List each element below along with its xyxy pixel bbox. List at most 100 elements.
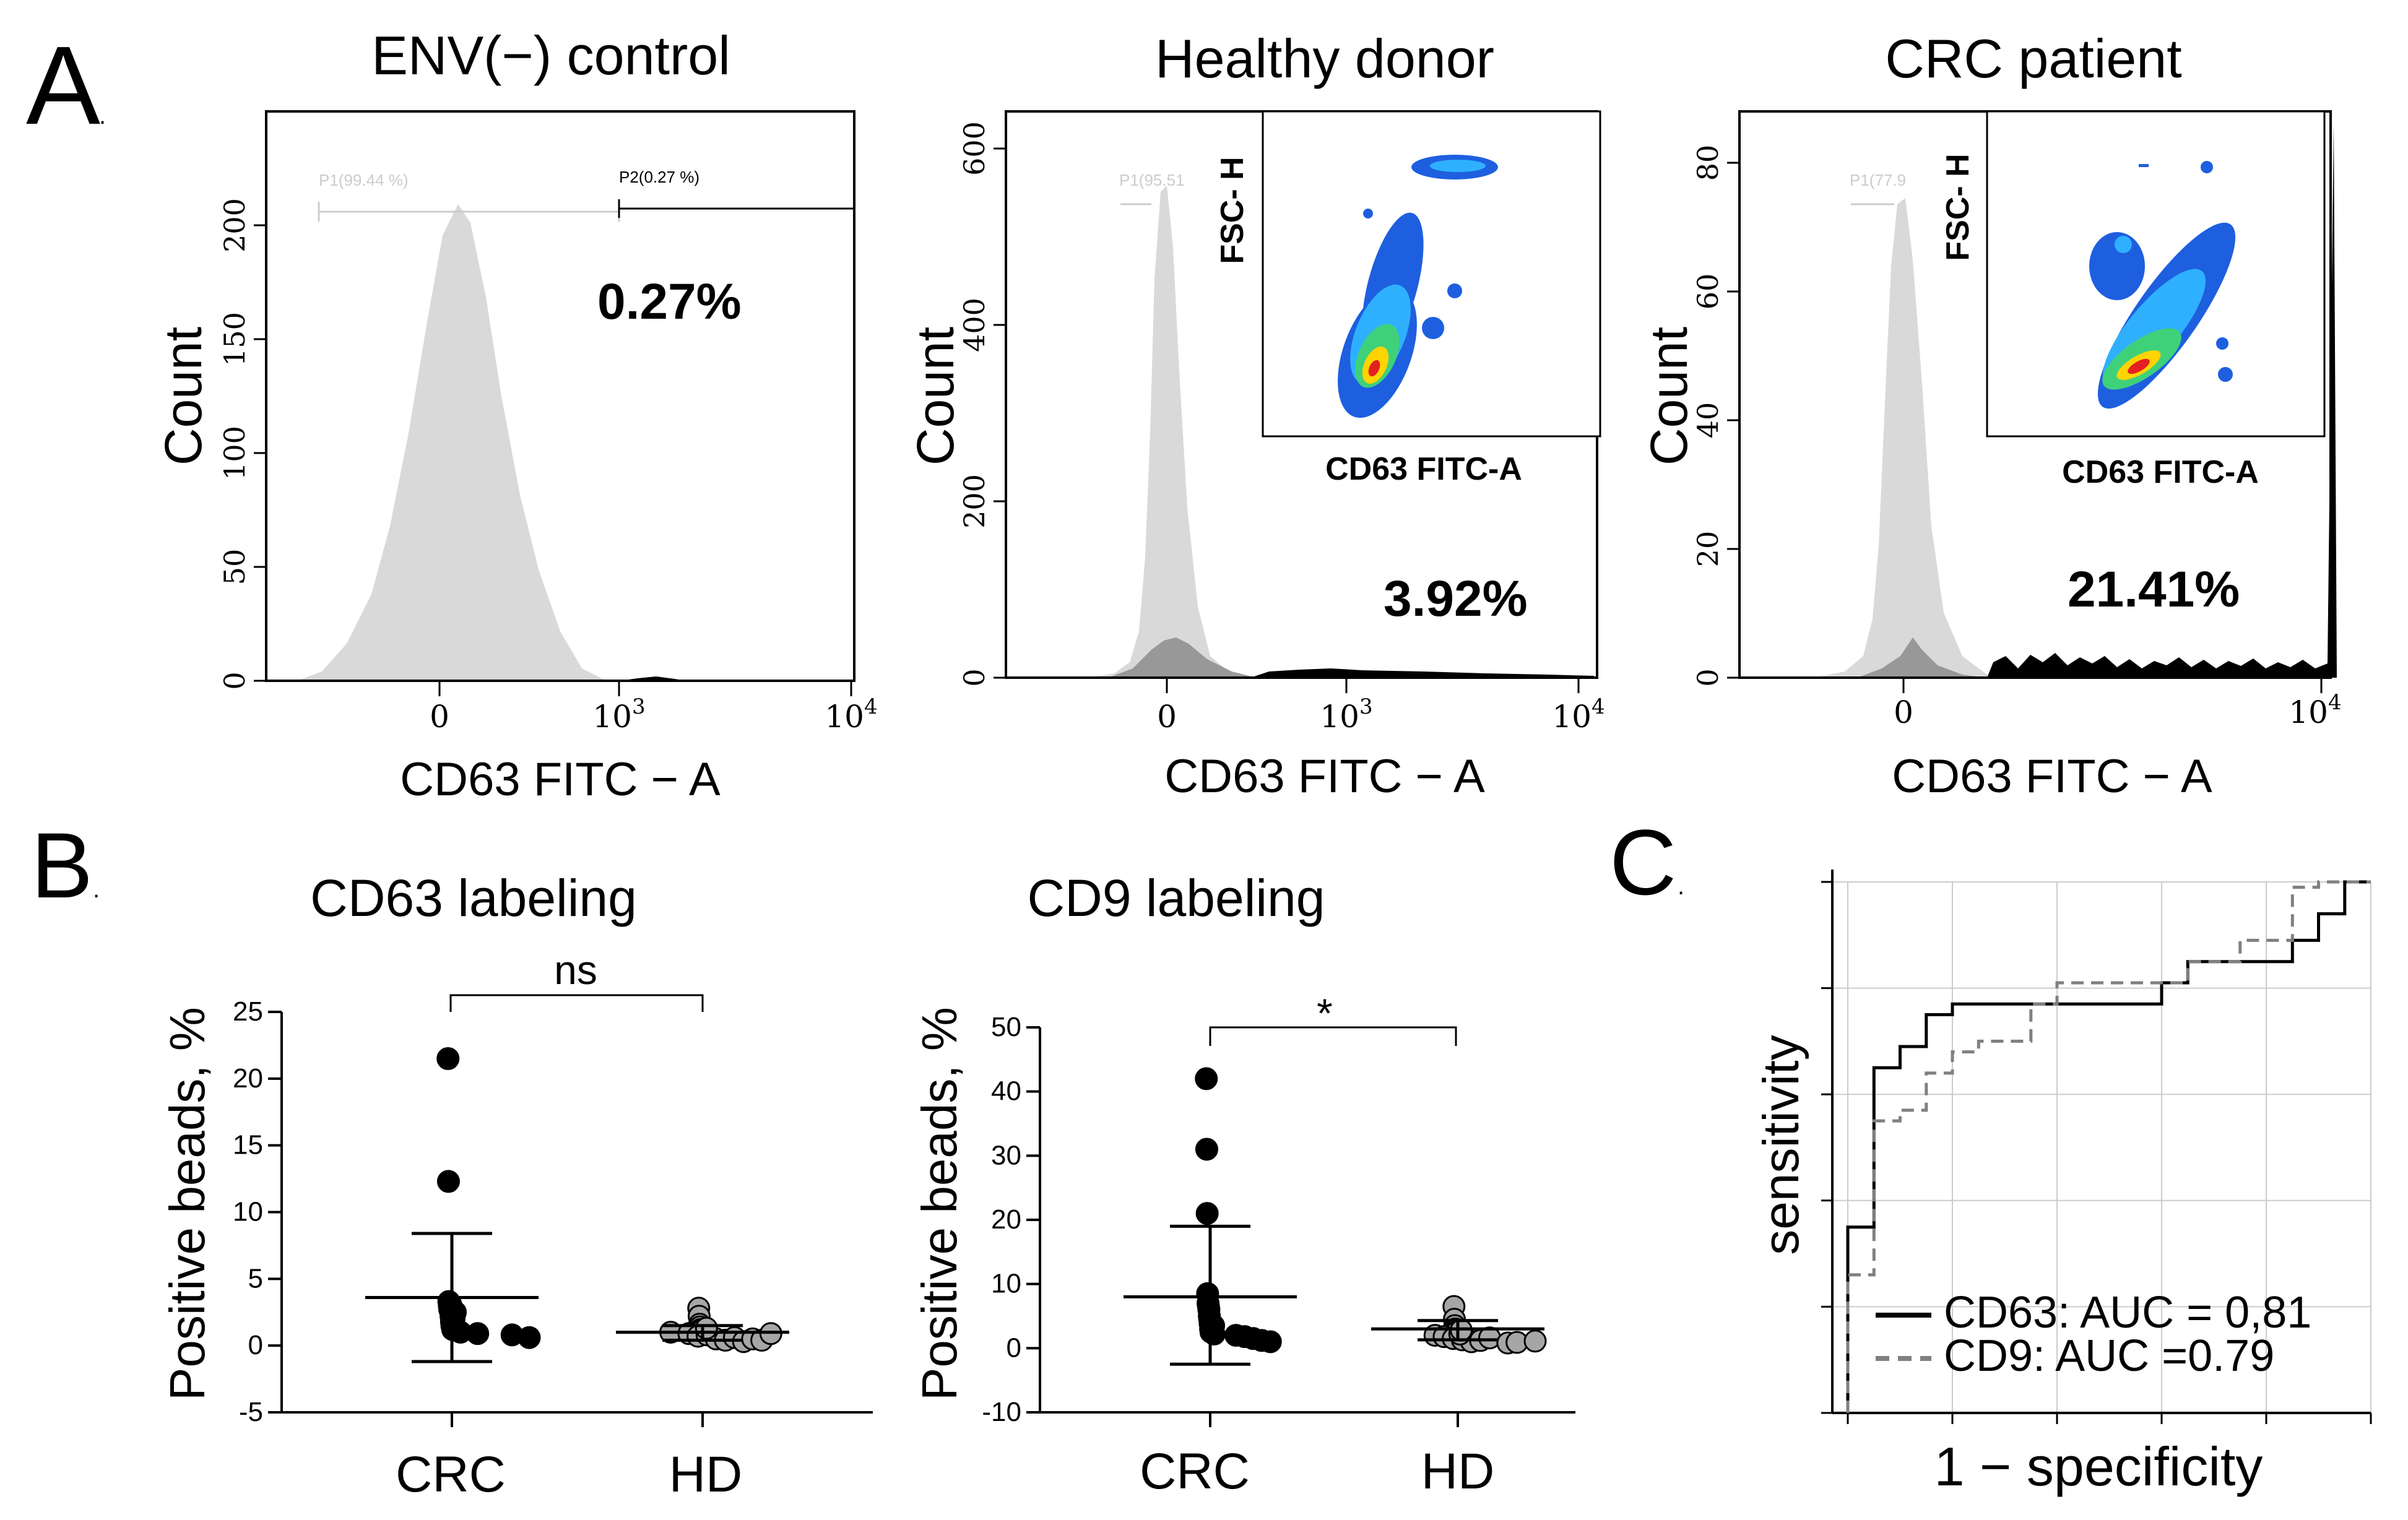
positive-tail xyxy=(1250,668,1594,678)
data-point xyxy=(1195,1202,1219,1225)
chart-title: Healthy donor xyxy=(1155,28,1494,89)
gate-p1: P1(95.51 xyxy=(1119,171,1185,205)
x-axis-label: CD63 FITC − A xyxy=(1892,750,2212,803)
x-axis-label: CD63 FITC − A xyxy=(400,753,721,806)
panel-label-b: B xyxy=(31,813,93,917)
y-tick-label: 5 xyxy=(248,1263,263,1293)
chart-title: ENV(−) control xyxy=(371,25,730,86)
y-tick-label: 15 xyxy=(233,1130,263,1160)
y-axis-label: Positive beads, % xyxy=(912,1007,967,1401)
data-point xyxy=(1523,1329,1547,1353)
y-tick-label: 400 xyxy=(958,298,991,352)
y-tick-label: 20 xyxy=(991,1204,1021,1235)
x-tick-label: 0 xyxy=(1157,699,1177,735)
hist-env-control: ENV(−) control P1(99.44 %) P2(0.27 %) 0.… xyxy=(154,25,878,806)
gate-p1: P1(77.9 xyxy=(1850,171,1906,205)
inset-x-label: CD63 FITC-A xyxy=(2062,454,2259,490)
gate-p1-label: P1(99.44 %) xyxy=(319,171,409,189)
y-tick-label: -5 xyxy=(239,1397,263,1427)
y-tick-label: 0 xyxy=(1691,668,1725,686)
data-point xyxy=(695,1316,718,1340)
x-ticks xyxy=(1902,678,2323,693)
panel-label-c: C xyxy=(1609,810,1676,914)
panel-label-b-dot: . xyxy=(93,876,100,903)
data-point xyxy=(466,1322,490,1345)
x-tick-label: 104 xyxy=(2289,690,2341,730)
x-ticks xyxy=(1166,678,1580,693)
data-point xyxy=(1195,1138,1218,1161)
data-point xyxy=(436,1047,460,1070)
y-axis-label: Count xyxy=(906,327,964,465)
significance-label: ns xyxy=(554,947,597,993)
legend-label-cd9: CD9: AUC =0.79 xyxy=(1944,1331,2274,1381)
y-tick-label: 50 xyxy=(218,549,251,585)
roc-curve-cd63 xyxy=(1846,880,2371,1413)
histogram-overlay xyxy=(1857,637,1987,678)
y-tick-label: 25 xyxy=(233,996,263,1027)
x-axis-label: CD63 FITC − A xyxy=(1164,750,1485,803)
y-axis-label: Positive beads, % xyxy=(160,1007,215,1401)
legend-label-cd63: CD63: AUC = 0,81 xyxy=(1944,1288,2311,1337)
chart-title: CRC patient xyxy=(1885,28,2181,89)
percent-label: 3.92% xyxy=(1384,571,1528,627)
inset-y-label: FSC- H xyxy=(1215,157,1250,264)
y-ticks xyxy=(254,224,266,682)
y-tick-label: 100 xyxy=(218,426,251,480)
gate-p1-label: P1(95.51 xyxy=(1119,171,1185,189)
y-tick-label: 40 xyxy=(1691,402,1725,439)
chart-title: CD9 labeling xyxy=(1028,869,1325,927)
density-inset: FSC- H CD63 FITC-A xyxy=(1215,110,1601,487)
y-axis-label: sensitivity xyxy=(1753,1035,1809,1254)
x-tick-label: 0 xyxy=(430,699,449,735)
y-tick-label: 10 xyxy=(233,1197,263,1227)
panel-label-c-dot: . xyxy=(1678,873,1684,900)
y-tick-label: 600 xyxy=(958,121,991,176)
gate-p2: P2(0.27 %) xyxy=(618,168,854,218)
x-tick-label: 104 xyxy=(1552,694,1605,735)
data-point xyxy=(1195,1067,1218,1090)
y-tick-label: 50 xyxy=(991,1012,1021,1042)
x-axis-label: 1 − specificity xyxy=(1934,1436,2263,1497)
y-tick-label: 20 xyxy=(1691,531,1725,568)
y-ticks xyxy=(994,147,1006,679)
y-tick-label: 20 xyxy=(233,1063,263,1094)
density-inset: FSC- H CD63 FITC-A xyxy=(1940,110,2326,490)
histogram-fill xyxy=(1089,186,1257,678)
x-tick-label: 0 xyxy=(1894,694,1913,730)
data-point xyxy=(436,1170,460,1193)
data-point xyxy=(444,1300,467,1324)
legend: CD63: AUC = 0,81 CD9: AUC =0.79 xyxy=(1876,1288,2311,1381)
y-tick-label: 0 xyxy=(958,668,991,686)
y-ticks xyxy=(1727,162,1739,679)
chart-title: CD63 labeling xyxy=(310,869,637,927)
y-axis-label: Count xyxy=(1640,327,1698,465)
hist-crc-patient: CRC patient P1(77.9 21.41% 0 20 40 60 80… xyxy=(1640,28,2342,803)
x-tick-label: 103 xyxy=(1320,694,1372,735)
hist-healthy-donor: Healthy donor P1(95.51 3.92% 0 200 400 6… xyxy=(906,28,1605,803)
y-tick-label: 0 xyxy=(1007,1332,1021,1363)
scatter-cd9-labeling: CD9 labeling Positive beads, % -10 0 10 20 3… xyxy=(912,869,1575,1500)
x-ticks xyxy=(438,681,852,696)
y-tick-label: 30 xyxy=(991,1140,1021,1170)
inset-y-label: FSC- H xyxy=(1940,153,1976,261)
category-label: CRC xyxy=(396,1446,506,1503)
significance-bracket: * xyxy=(1209,990,1457,1046)
histogram-fill xyxy=(297,204,607,681)
histogram-fill xyxy=(1814,198,1999,678)
category-label: HD xyxy=(1421,1443,1494,1500)
scatter-cd63-labeling: CD63 labeling Positive beads, % -5 0 5 10 15… xyxy=(160,869,873,1503)
gate-p2-label: P2(0.27 %) xyxy=(619,168,699,186)
y-tick-label: 0 xyxy=(248,1330,263,1360)
data-point xyxy=(518,1326,541,1349)
data-point xyxy=(1258,1330,1282,1354)
roc-curve-cd9 xyxy=(1846,880,2371,1413)
y-tick-label: 60 xyxy=(1691,274,1725,310)
x-tick-label: 104 xyxy=(825,694,877,735)
panel-label-a: A xyxy=(26,24,100,148)
percent-label: 0.27% xyxy=(597,274,742,330)
category-label: HD xyxy=(669,1446,742,1503)
y-tick-label: -10 xyxy=(982,1397,1021,1427)
y-tick-label: 40 xyxy=(991,1076,1021,1107)
y-tick-label: 80 xyxy=(1691,145,1725,181)
